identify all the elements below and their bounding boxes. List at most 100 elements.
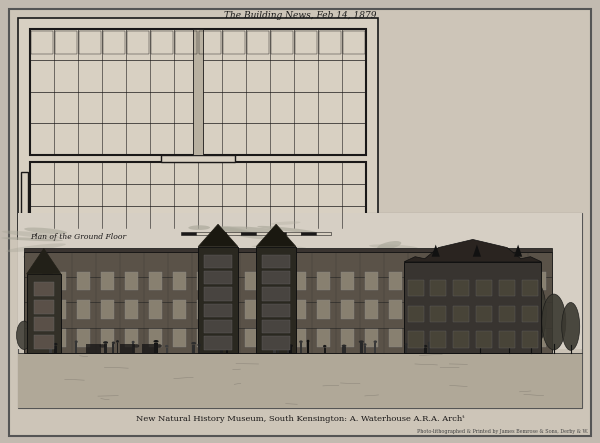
Bar bbox=[154, 343, 158, 353]
Bar bbox=[293, 300, 306, 319]
Bar bbox=[461, 300, 474, 319]
Polygon shape bbox=[256, 224, 296, 247]
Bar bbox=[204, 271, 232, 284]
Ellipse shape bbox=[466, 298, 496, 350]
Bar bbox=[365, 272, 378, 290]
Bar bbox=[461, 272, 474, 290]
Bar bbox=[149, 272, 162, 290]
Bar bbox=[256, 232, 271, 235]
Bar bbox=[116, 343, 118, 353]
Bar bbox=[437, 329, 450, 347]
Bar bbox=[196, 232, 211, 235]
Bar bbox=[197, 329, 210, 347]
Polygon shape bbox=[473, 245, 481, 256]
Bar bbox=[151, 31, 173, 54]
Bar bbox=[365, 300, 378, 319]
Ellipse shape bbox=[221, 226, 257, 236]
Bar bbox=[204, 304, 232, 317]
Ellipse shape bbox=[133, 272, 192, 288]
Ellipse shape bbox=[562, 303, 580, 350]
Ellipse shape bbox=[154, 340, 158, 343]
Bar bbox=[149, 300, 162, 319]
Ellipse shape bbox=[156, 344, 162, 348]
Ellipse shape bbox=[23, 252, 66, 260]
Ellipse shape bbox=[173, 253, 239, 257]
Ellipse shape bbox=[286, 344, 290, 346]
Bar bbox=[271, 232, 286, 235]
Bar bbox=[430, 306, 446, 322]
Bar bbox=[290, 347, 292, 353]
Bar bbox=[533, 329, 546, 347]
Ellipse shape bbox=[1, 237, 63, 241]
Bar bbox=[226, 232, 241, 235]
Bar bbox=[204, 337, 232, 350]
Bar bbox=[211, 232, 226, 235]
Bar bbox=[404, 262, 541, 353]
Bar bbox=[271, 31, 293, 54]
Bar bbox=[199, 31, 221, 54]
Text: New Natural History Museum, South Kensington: A. Waterhouse A.R.A. Archᵗ: New Natural History Museum, South Kensin… bbox=[136, 415, 464, 423]
Bar bbox=[269, 300, 282, 319]
Bar bbox=[197, 272, 210, 290]
Ellipse shape bbox=[289, 344, 293, 347]
Bar bbox=[204, 255, 232, 268]
Bar bbox=[269, 272, 282, 290]
Bar bbox=[241, 232, 256, 235]
Bar bbox=[430, 280, 446, 296]
Bar bbox=[221, 329, 234, 347]
Bar bbox=[437, 272, 450, 290]
Bar bbox=[21, 171, 28, 218]
Bar bbox=[286, 232, 301, 235]
Ellipse shape bbox=[197, 344, 201, 346]
Bar bbox=[262, 271, 290, 284]
Bar bbox=[437, 300, 450, 319]
Bar bbox=[359, 343, 363, 353]
Bar bbox=[86, 344, 101, 353]
Ellipse shape bbox=[6, 243, 66, 252]
Ellipse shape bbox=[377, 241, 401, 250]
Bar bbox=[77, 272, 90, 290]
Text: The Building News, Feb 14, 1879: The Building News, Feb 14, 1879 bbox=[224, 11, 376, 20]
Bar bbox=[101, 272, 114, 290]
Bar bbox=[101, 300, 114, 319]
Bar bbox=[499, 306, 515, 322]
Bar bbox=[317, 300, 330, 319]
Bar bbox=[262, 320, 290, 334]
Bar bbox=[295, 31, 317, 54]
Bar bbox=[262, 304, 290, 317]
Ellipse shape bbox=[542, 294, 566, 350]
Ellipse shape bbox=[165, 345, 169, 348]
Bar bbox=[24, 252, 552, 353]
Ellipse shape bbox=[369, 245, 418, 249]
Bar bbox=[499, 280, 515, 296]
Bar bbox=[407, 306, 424, 322]
Ellipse shape bbox=[116, 340, 119, 343]
Ellipse shape bbox=[24, 228, 67, 234]
Bar bbox=[533, 272, 546, 290]
Ellipse shape bbox=[103, 341, 108, 344]
Bar bbox=[287, 346, 289, 353]
Ellipse shape bbox=[257, 226, 317, 233]
Bar bbox=[319, 31, 341, 54]
Bar bbox=[221, 300, 234, 319]
Bar bbox=[175, 31, 197, 54]
Ellipse shape bbox=[299, 340, 303, 343]
Bar bbox=[317, 329, 330, 347]
Bar bbox=[413, 272, 426, 290]
Bar bbox=[343, 31, 365, 54]
Ellipse shape bbox=[287, 344, 291, 346]
Bar bbox=[173, 329, 186, 347]
Bar bbox=[34, 317, 54, 331]
Bar bbox=[18, 353, 582, 408]
Bar bbox=[34, 334, 54, 349]
Bar bbox=[428, 344, 430, 353]
Bar bbox=[522, 280, 538, 296]
Bar bbox=[30, 29, 366, 155]
Bar bbox=[293, 272, 306, 290]
Bar bbox=[389, 329, 402, 347]
Bar bbox=[245, 329, 258, 347]
Ellipse shape bbox=[188, 225, 210, 230]
Ellipse shape bbox=[2, 231, 62, 238]
Bar bbox=[29, 272, 42, 290]
Ellipse shape bbox=[112, 342, 115, 344]
